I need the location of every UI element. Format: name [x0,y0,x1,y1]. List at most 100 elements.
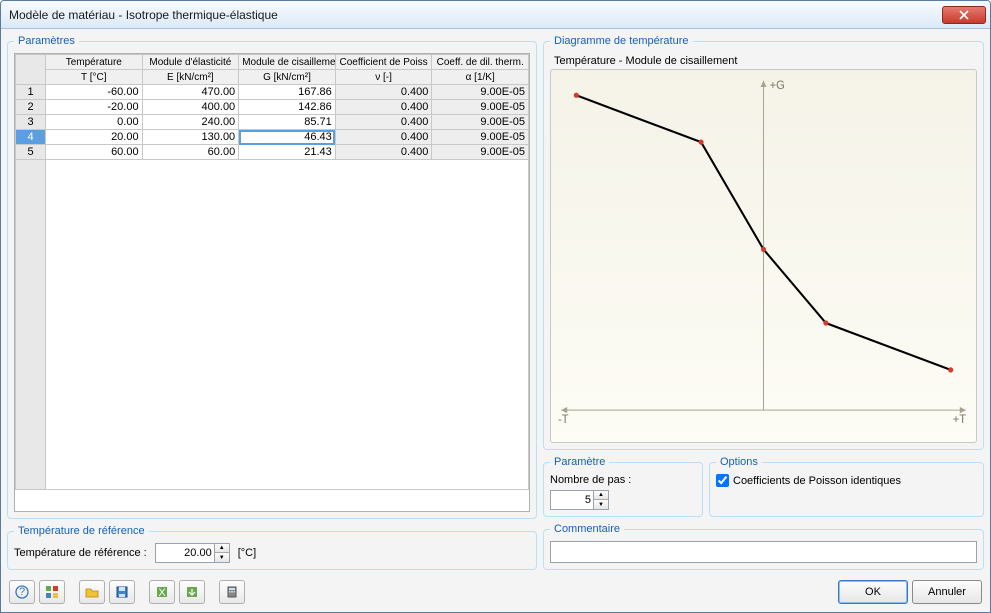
table-row[interactable]: 2-20.00400.00142.860.4009.00E-05 [16,100,529,115]
table-cell[interactable]: 0.00 [46,115,143,130]
table-cell[interactable]: 0.400 [335,115,432,130]
reference-temp-unit: [°C] [238,547,256,559]
table-cell[interactable]: 0.400 [335,145,432,160]
calculator-icon[interactable] [219,580,245,604]
table-cell[interactable]: 2 [16,100,46,115]
col-header-alpha2[interactable]: α [1/K] [432,70,529,85]
table-cell[interactable]: 142.86 [239,100,336,115]
table-cell[interactable]: 3 [16,115,46,130]
table-cell[interactable]: 400.00 [142,100,239,115]
chart-area: +G -T +T [550,69,977,443]
reference-temp-input[interactable] [155,543,215,563]
left-column: Paramètres Température Module d'élastici… [7,35,537,570]
table-cell[interactable]: 1 [16,85,46,100]
table-cell[interactable]: 21.43 [239,145,336,160]
table-cell[interactable]: 60.00 [46,145,143,160]
step-count-spinner[interactable]: ▲▼ [550,490,609,510]
excel-export-icon[interactable]: X [149,580,175,604]
svg-text:+G: +G [770,80,785,92]
close-button[interactable] [942,6,986,24]
excel-import-icon[interactable] [179,580,205,604]
col-header-gmod[interactable]: Module de cisailleme [239,55,336,70]
reference-temp-spinner[interactable]: ▲▼ [155,543,230,563]
parameters-fieldset: Paramètres Température Module d'élastici… [7,35,537,519]
col-header-temp[interactable]: Température [46,55,143,70]
table-row[interactable]: 560.0060.0021.430.4009.00E-05 [16,145,529,160]
table-row[interactable]: 30.00240.0085.710.4009.00E-05 [16,115,529,130]
table-cell[interactable]: 9.00E-05 [432,145,529,160]
table-cell[interactable]: 85.71 [239,115,336,130]
spin-down-icon[interactable]: ▼ [594,500,608,509]
poisson-checkbox-row[interactable]: Coefficients de Poisson identiques [716,474,977,487]
table-cell[interactable]: 240.00 [142,115,239,130]
dialog-window: Modèle de matériau - Isotrope thermique-… [0,0,991,613]
cancel-button[interactable]: Annuler [912,580,982,604]
col-header-poiss[interactable]: Coefficient de Poiss [335,55,432,70]
dashboard-icon[interactable] [39,580,65,604]
table-cell[interactable]: 4 [16,130,46,145]
table-row[interactable]: 420.00130.0046.430.4009.00E-05 [16,130,529,145]
svg-text:?: ? [19,586,25,598]
svg-text:+T: +T [953,414,966,426]
step-count-label: Nombre de pas : [550,474,696,486]
col-header-emod2[interactable]: E [kN/cm²] [142,70,239,85]
table-row[interactable]: 1-60.00470.00167.860.4009.00E-05 [16,85,529,100]
table-cell[interactable]: 130.00 [142,130,239,145]
table-cell[interactable]: 5 [16,145,46,160]
table-cell[interactable]: -60.00 [46,85,143,100]
table-cell[interactable]: 167.86 [239,85,336,100]
col-header-poiss2[interactable]: ν [-] [335,70,432,85]
open-icon[interactable] [79,580,105,604]
bottom-toolbar: ? X OK Annuler [7,576,984,606]
spin-up-icon[interactable]: ▲ [594,491,608,500]
reference-temp-legend: Température de référence [14,525,149,537]
parametre-fieldset: Paramètre Nombre de pas : ▲▼ [543,456,703,517]
svg-text:-T: -T [558,414,569,426]
step-count-input[interactable] [550,490,594,510]
titlebar[interactable]: Modèle de matériau - Isotrope thermique-… [1,1,990,29]
options-fieldset: Options Coefficients de Poisson identiqu… [709,456,984,517]
table-cell[interactable]: 60.00 [142,145,239,160]
col-header-gmod2[interactable]: G [kN/cm²] [239,70,336,85]
table-cell[interactable]: 9.00E-05 [432,115,529,130]
table-cell[interactable]: 20.00 [46,130,143,145]
reference-temp-fieldset: Température de référence Température de … [7,525,537,570]
poisson-checkbox[interactable] [716,474,729,487]
ok-button[interactable]: OK [838,580,908,604]
spin-up-icon[interactable]: ▲ [215,544,229,553]
right-column: Diagramme de température Température - M… [543,35,984,570]
col-header-emod[interactable]: Module d'élasticité [142,55,239,70]
table-cell[interactable]: 9.00E-05 [432,100,529,115]
table-cell[interactable]: 0.400 [335,130,432,145]
parameters-legend: Paramètres [14,35,79,47]
table-cell[interactable]: 470.00 [142,85,239,100]
top-row: Paramètres Température Module d'élastici… [7,35,984,570]
chart-fieldset: Diagramme de température Température - M… [543,35,984,450]
comment-legend: Commentaire [550,523,624,535]
table-cell[interactable]: 9.00E-05 [432,85,529,100]
comment-fieldset: Commentaire [543,523,984,570]
table-cell[interactable]: -20.00 [46,100,143,115]
svg-text:X: X [158,587,166,599]
parameters-table[interactable]: Température Module d'élasticité Module d… [15,54,529,490]
col-header-alpha[interactable]: Coeff. de dil. therm. [432,55,529,70]
content-area: Paramètres Température Module d'élastici… [1,29,990,612]
table-cell[interactable]: 0.400 [335,100,432,115]
help-icon[interactable]: ? [9,580,35,604]
chart-legend: Diagramme de température [550,35,693,47]
options-legend: Options [716,456,762,468]
table-cell[interactable]: 46.43 [239,130,336,145]
save-icon[interactable] [109,580,135,604]
table-cell[interactable]: 9.00E-05 [432,130,529,145]
col-header-rownum[interactable] [16,55,46,85]
parametre-legend: Paramètre [550,456,609,468]
chart-title: Température - Module de cisaillement [554,55,977,67]
table-cell[interactable]: 0.400 [335,85,432,100]
comment-input[interactable] [550,541,977,563]
reference-temp-label: Température de référence : [14,547,147,559]
spin-down-icon[interactable]: ▼ [215,553,229,562]
parameters-table-wrap[interactable]: Température Module d'élasticité Module d… [14,53,530,512]
poisson-checkbox-label: Coefficients de Poisson identiques [733,475,901,487]
col-header-temp2[interactable]: T [°C] [46,70,143,85]
window-title: Modèle de matériau - Isotrope thermique-… [9,8,942,22]
